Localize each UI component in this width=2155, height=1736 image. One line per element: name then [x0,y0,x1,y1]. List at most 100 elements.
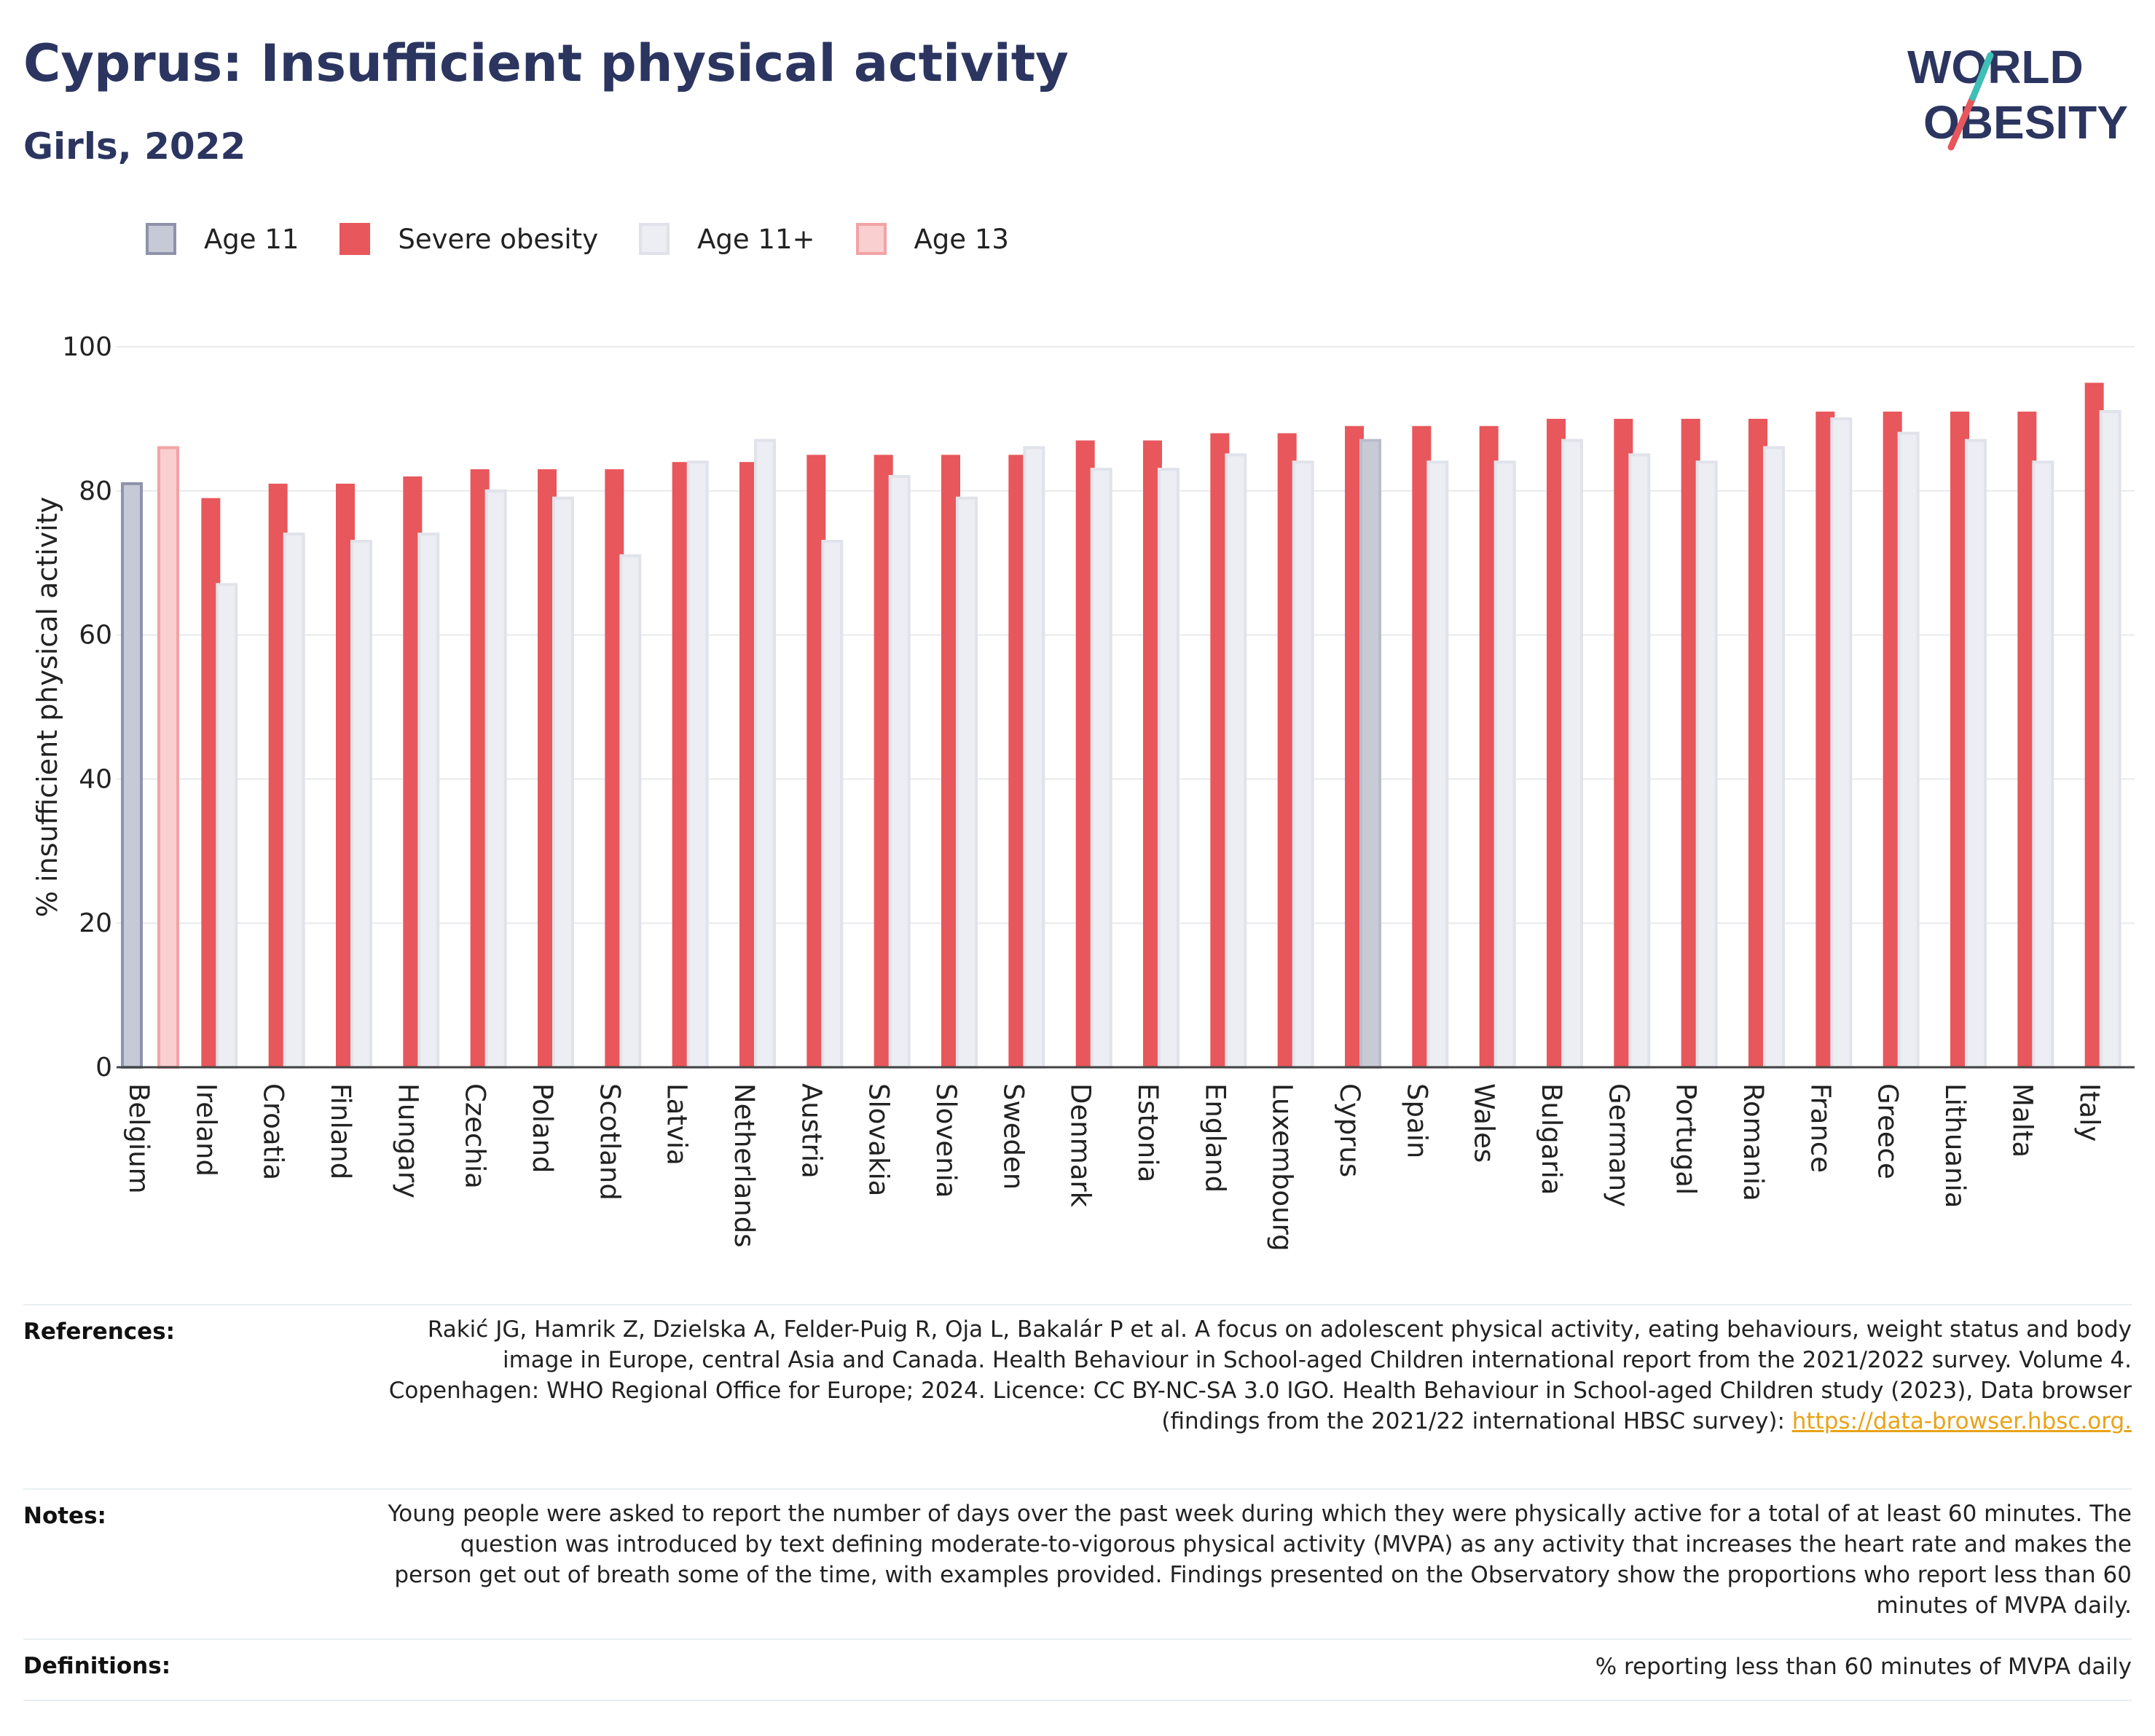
bar-malta-age-11-plus [2032,460,2054,1069]
references-section: References: Rakić JG, Hamrik Z, Dzielska… [23,1304,2132,1701]
x-tick-label: Denmark [1065,1083,1096,1208]
x-tick-label: Belgium [123,1083,154,1194]
legend-item-age-11[interactable]: Age 11 [146,223,299,255]
bar-luxembourg-age-11-plus [1292,460,1314,1069]
legend-swatch-age-11 [146,223,176,255]
y-tick-label: 0 [95,1053,112,1083]
references-key: References: [23,1319,176,1345]
bar-england-age-11-plus [1225,453,1247,1069]
bar-ireland-age-11-plus [216,583,238,1069]
x-tick-label: Austria [796,1083,827,1179]
bar-latvia-age-11-plus [686,460,709,1069]
chart-legend: Age 11 Severe obesity Age 11+ Age 13 [146,217,1050,261]
y-tick-label: 40 [79,764,112,794]
bar-slovakia-age-11-plus [888,475,911,1069]
x-tick-label: France [1805,1083,1836,1173]
references-text: Rakić JG, Hamrik Z, Dzielska A, Felder-P… [383,1305,2132,1488]
logo-slash-red [1947,94,1977,151]
logo-line-1: WORLD [1907,41,2084,93]
x-tick-label: Sweden [997,1083,1029,1190]
bar-wales-age-11-plus [1493,460,1516,1069]
x-tick-label: Lithuania [1939,1083,1971,1208]
x-tick-label: Scotland [594,1083,625,1201]
bar-finland-age-11-plus [350,540,372,1069]
x-tick-label: Wales [1469,1083,1500,1163]
page-subtitle: Girls, 2022 [23,125,246,168]
legend-item-severe-obesity[interactable]: Severe obesity [339,223,598,255]
notes-key: Notes: [23,1503,106,1529]
bar-denmark-age-11-plus [1090,468,1112,1069]
legend-label: Age 11 [204,223,299,255]
y-tick-label: 60 [79,621,112,651]
bar-spain-age-11-plus [1426,460,1449,1069]
y-tick-label: 20 [79,908,112,938]
world-obesity-logo: WORLD OBESITY [1907,41,2128,151]
x-tick-label: Romania [1738,1083,1769,1201]
bar-hungary-age-11-plus [417,533,440,1069]
bar-france-age-11-plus [1830,417,1853,1069]
bar-romania-age-11-plus [1763,446,1785,1069]
bar-scotland-age-11-plus [619,554,642,1069]
bar-italy-age-11-plus [2099,410,2121,1069]
x-tick-label: Netherlands [729,1083,760,1248]
legend-label: Severe obesity [398,223,599,255]
bar-estonia-age-11-plus [1158,468,1179,1069]
legend-item-age-13[interactable]: Age 13 [855,223,1009,255]
y-tick-label: 100 [62,332,112,362]
x-tick-label: Bulgaria [1536,1083,1567,1195]
x-tick-label: Slovakia [863,1083,895,1196]
bar-belgium-age-13 [157,446,179,1069]
definitions-text: % reporting less than 60 minutes of MVPA… [1595,1654,2132,1680]
x-tick-label: Portugal [1671,1083,1702,1195]
hbsc-data-browser-link[interactable]: https://data-browser.hbsc.org. [1791,1408,2132,1434]
bar-sweden-age-11-plus [1023,446,1045,1069]
bar-czechia-age-11-plus [484,489,507,1069]
legend-item-age-11-plus[interactable]: Age 11+ [639,223,815,255]
x-tick-label: Cyprus [1334,1083,1365,1177]
bar-austria-age-11-plus [821,540,844,1069]
bar-netherlands-age-11-plus [754,439,776,1069]
x-tick-label: Finland [325,1083,356,1179]
x-tick-label: England [1199,1083,1230,1193]
x-tick-label: Estonia [1132,1083,1163,1182]
legend-label: Age 13 [914,223,1009,255]
definitions-key: Definitions: [23,1653,171,1679]
references-body: Rakić JG, Hamrik Z, Dzielska A, Felder-P… [388,1316,2132,1434]
bar-slovenia-age-11-plus [956,496,978,1069]
definitions-row: Definitions: % reporting less than 60 mi… [23,1638,2132,1701]
x-tick-label: Latvia [662,1083,693,1166]
bar-poland-age-11-plus [552,496,574,1069]
bar-greece-age-11-plus [1897,431,1920,1069]
logo-slash-teal [1969,52,1994,101]
page-title: Cyprus: Insufficient physical activity [23,34,1069,93]
x-tick-label: Slovenia [930,1083,962,1198]
references-row: References: Rakić JG, Hamrik Z, Dzielska… [23,1304,2132,1488]
x-tick-label: Poland [527,1083,558,1174]
bar-portugal-age-11-plus [1695,460,1718,1069]
x-tick-label: Ireland [190,1083,221,1177]
bar-germany-age-11-plus [1628,453,1651,1069]
bar-bulgaria-age-11-plus [1561,439,1583,1069]
legend-swatch-age-13 [855,223,887,255]
x-tick-label: Luxembourg [1267,1083,1298,1252]
bar-cyprus-age-11-plus [1359,439,1381,1069]
bar-chart: 0 20 40 60 80 100 % insufficient physical acti… [31,332,2135,1252]
bar-belgium-age-11 [121,482,143,1069]
x-tick-label: Malta [2006,1083,2038,1158]
y-tick-label: 80 [79,476,112,506]
x-tick-label: Spain [1401,1083,1432,1158]
x-tick-label: Czechia [460,1083,491,1189]
legend-swatch-age-11-plus [639,223,670,255]
bar-croatia-age-11-plus [283,533,305,1069]
x-tick-label: Germany [1603,1083,1634,1207]
x-tick-label: Italy [2074,1083,2105,1142]
bar-lithuania-age-11-plus [1965,439,1987,1069]
x-tick-label: Hungary [392,1083,423,1198]
legend-swatch-severe-obesity [339,223,371,255]
legend-label: Age 11+ [697,223,815,255]
notes-row: Notes: Young people were asked to report… [23,1488,2132,1638]
y-axis-title: % insufficient physical activity [31,497,63,917]
notes-text: Young people were asked to report the nu… [388,1501,2132,1619]
x-tick-label: Croatia [258,1083,289,1180]
x-tick-label: Greece [1872,1083,1904,1179]
